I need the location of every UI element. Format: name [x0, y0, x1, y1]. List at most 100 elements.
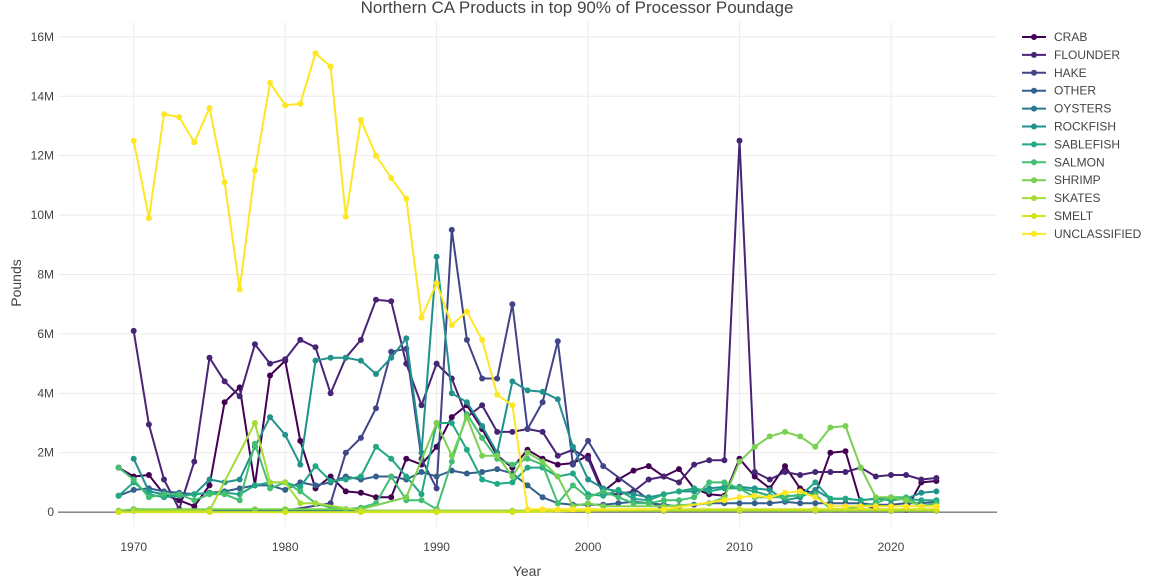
data-point [130, 137, 137, 144]
legend-swatch-marker [1031, 34, 1037, 40]
legend-item-skates[interactable]: SKATES [1022, 191, 1100, 205]
legend-label: SALMON [1054, 155, 1105, 169]
data-point [282, 509, 289, 516]
data-point [797, 472, 804, 478]
data-point [751, 473, 758, 480]
data-point [206, 482, 213, 489]
grid-lines [58, 22, 997, 527]
legend-item-salmon[interactable]: SALMON [1022, 155, 1105, 169]
data-point [221, 179, 228, 186]
legend-label: ROCKFISH [1054, 120, 1116, 134]
legend-item-flounder[interactable]: FLOUNDER [1022, 48, 1120, 62]
data-point [827, 503, 834, 510]
data-point [342, 476, 349, 483]
legend-item-smelt[interactable]: SMELT [1022, 209, 1094, 223]
data-point [479, 476, 486, 483]
data-point [812, 500, 819, 507]
legend-item-sablefish[interactable]: SABLEFISH [1022, 137, 1120, 151]
data-point [403, 195, 410, 202]
data-point [888, 503, 894, 510]
series-line [118, 416, 937, 512]
data-point [236, 393, 243, 400]
data-point [691, 494, 698, 501]
data-point [842, 503, 849, 510]
data-point [706, 488, 713, 495]
legend-item-crab[interactable]: CRAB [1022, 30, 1087, 44]
data-point [297, 437, 304, 444]
data-point [130, 455, 137, 462]
data-point [357, 336, 364, 343]
legend-swatch-marker [1031, 159, 1037, 166]
y-tick-label: 14M [31, 89, 54, 103]
data-point [418, 491, 425, 498]
data-point [357, 473, 364, 480]
data-point [494, 375, 501, 382]
x-axis-ticks: 1970 1980 1990 2000 2010 2020 [120, 540, 904, 554]
series-unclassified [130, 50, 940, 513]
data-point [524, 449, 531, 456]
legend-item-hake[interactable]: HAKE [1022, 66, 1087, 80]
legend-label: UNCLASSIFIED [1054, 227, 1142, 241]
legend-swatch-marker [1031, 51, 1037, 58]
data-point [872, 494, 879, 501]
data-point [494, 428, 501, 435]
data-point [388, 473, 395, 480]
data-point [933, 475, 940, 481]
data-point [554, 506, 561, 513]
data-point [418, 469, 425, 475]
data-point [524, 455, 531, 462]
data-point [842, 448, 849, 455]
data-point [357, 357, 364, 364]
legend-item-oysters[interactable]: OYSTERS [1022, 102, 1111, 116]
data-point [827, 495, 834, 502]
data-point [751, 443, 758, 450]
data-point [448, 322, 455, 328]
data-point [812, 494, 819, 501]
data-point [630, 495, 637, 502]
data-point [903, 472, 910, 478]
data-point [554, 461, 561, 468]
data-point [373, 371, 379, 377]
data-point [191, 491, 198, 498]
data-point [251, 341, 258, 348]
y-tick-label: 4M [37, 386, 54, 400]
data-point [600, 488, 607, 495]
data-point [888, 472, 894, 478]
data-point [706, 457, 713, 464]
data-point [191, 458, 198, 465]
data-point [554, 500, 561, 507]
legend-item-shrimp[interactable]: SHRIMP [1022, 173, 1101, 187]
data-point [766, 433, 773, 440]
data-point [373, 296, 379, 303]
data-point [569, 470, 576, 477]
data-point [357, 509, 364, 516]
data-point [797, 488, 804, 495]
legend: CRAB FLOUNDER HAKE OTHER OYSTERS ROCKFISH SABL… [1022, 30, 1142, 241]
data-point [933, 488, 940, 495]
data-point [645, 500, 652, 507]
legend-item-rockfish[interactable]: ROCKFISH [1022, 120, 1116, 134]
data-point [842, 423, 849, 429]
data-point [676, 497, 682, 504]
legend-swatch-marker [1031, 177, 1037, 184]
data-point [297, 500, 304, 507]
x-tick-label: 1970 [120, 540, 147, 554]
data-point [676, 466, 682, 473]
data-point [267, 360, 273, 367]
data-point [751, 469, 758, 475]
data-point [463, 470, 470, 477]
data-point [812, 506, 819, 513]
legend-item-other[interactable]: OTHER [1022, 84, 1096, 98]
legend-label: SABLEFISH [1054, 137, 1120, 151]
data-point [282, 431, 289, 438]
data-point [524, 464, 531, 471]
data-point [433, 473, 440, 480]
y-tick-label: 2M [37, 446, 54, 460]
data-point [388, 494, 395, 501]
legend-item-unclassified[interactable]: UNCLASSIFIED [1022, 227, 1142, 241]
data-point [812, 486, 819, 493]
data-point [585, 455, 592, 462]
data-point [448, 452, 455, 459]
data-point [660, 473, 667, 480]
